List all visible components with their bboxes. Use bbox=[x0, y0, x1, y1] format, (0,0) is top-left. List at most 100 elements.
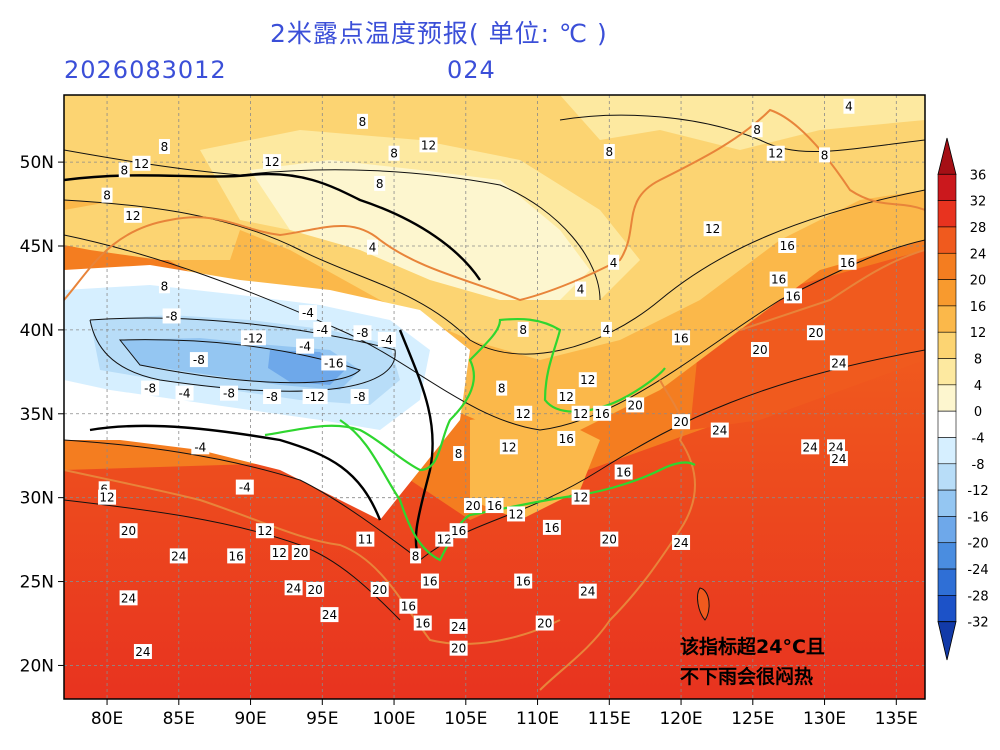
contour-label: 24 bbox=[801, 439, 820, 455]
colorbar-swatch bbox=[937, 174, 957, 201]
contour-label-text: 8 bbox=[120, 164, 128, 178]
contour-label-text: 16 bbox=[840, 256, 855, 270]
contour-label: 8 bbox=[158, 139, 170, 155]
contour-label-text: 12 bbox=[257, 524, 272, 538]
contour-label-bg bbox=[189, 352, 208, 368]
contour-label: 24 bbox=[320, 607, 339, 623]
contour-label: 12 bbox=[557, 389, 576, 404]
contour-label-text: 24 bbox=[712, 424, 727, 438]
contour-label: -8 bbox=[263, 389, 282, 404]
contour-label-text: 12 bbox=[768, 147, 783, 161]
map-frame bbox=[63, 94, 926, 700]
contour-label: -8 bbox=[220, 385, 239, 401]
contour-label-bg bbox=[600, 531, 619, 547]
contour-label-bg bbox=[158, 278, 170, 294]
contour-label-bg bbox=[158, 139, 170, 155]
contour-label: 4 bbox=[608, 254, 620, 270]
contour-label-text: 24 bbox=[831, 356, 846, 370]
contour-label-bg bbox=[370, 581, 389, 597]
colorbar-label: 16 bbox=[970, 300, 987, 315]
annotation-line-1: 该指标超24°C且 bbox=[680, 636, 825, 658]
contour-label-bg bbox=[571, 489, 590, 505]
colorbar-label: -4 bbox=[972, 431, 985, 446]
contour-label-text: 12 bbox=[508, 507, 523, 521]
colorbar-label: -16 bbox=[967, 510, 988, 525]
contour-label-text: 16 bbox=[559, 432, 574, 446]
contour-label-text: -8 bbox=[166, 309, 178, 323]
contour-label-bg bbox=[191, 439, 210, 455]
contour-label-text: 16 bbox=[771, 273, 786, 287]
contour-label-bg bbox=[769, 271, 788, 287]
colorbar-swatch bbox=[937, 542, 957, 570]
contour-label: 20 bbox=[306, 581, 325, 597]
contour-label: 16 bbox=[413, 615, 432, 631]
contour-label-bg bbox=[535, 615, 554, 631]
colorbar-label: 8 bbox=[974, 353, 982, 368]
colorbar-label: -12 bbox=[967, 484, 988, 499]
contour-label: 12 bbox=[703, 221, 722, 237]
contour-label-text: 16 bbox=[673, 331, 688, 345]
contour-label-bg bbox=[600, 321, 612, 337]
contour-label-bg bbox=[302, 389, 328, 404]
contour-label: 6 bbox=[98, 481, 110, 497]
contour-label-bg bbox=[593, 405, 612, 421]
contour-label-bg bbox=[517, 321, 529, 337]
contour-label-bg bbox=[603, 144, 615, 160]
contour-label-text: 20 bbox=[808, 326, 823, 340]
contour-label-bg bbox=[751, 122, 763, 138]
contour-label: 4 bbox=[575, 281, 587, 297]
colorbar-swatch bbox=[937, 489, 957, 517]
contour-label: -8 bbox=[350, 389, 369, 404]
contour-label-text: 16 bbox=[401, 600, 416, 614]
contour-label: 16 bbox=[227, 548, 246, 564]
contour-label-bg bbox=[672, 534, 691, 550]
contour-label: -4 bbox=[191, 439, 210, 455]
contour-label: 4 bbox=[843, 98, 855, 114]
contour-label-text: 16 bbox=[487, 499, 502, 513]
contour-label: 8 bbox=[603, 144, 615, 160]
colorbar-label: -32 bbox=[967, 616, 988, 631]
contour-label-bg bbox=[485, 498, 504, 514]
contour-label-bg bbox=[578, 372, 597, 388]
contour-label-text: 24 bbox=[831, 452, 846, 466]
contour-label-text: 4 bbox=[603, 323, 611, 337]
contour-label-bg bbox=[542, 519, 561, 535]
lon-tick-label: 95E bbox=[306, 709, 338, 729]
contour-label: 11 bbox=[356, 531, 375, 547]
contour-label-bg bbox=[353, 325, 372, 341]
colorbar-swatch bbox=[937, 305, 957, 333]
contour-label-text: 4 bbox=[845, 100, 853, 114]
contour-label-bg bbox=[778, 238, 797, 253]
colorbar-label: 36 bbox=[970, 168, 987, 183]
contour-label-bg bbox=[263, 154, 282, 170]
contour-label-text: 8 bbox=[412, 549, 420, 563]
contour-label-bg bbox=[829, 451, 848, 467]
contour-line bbox=[64, 189, 925, 355]
contour-label-text: 12 bbox=[573, 407, 588, 421]
warm-zone-south bbox=[64, 350, 925, 699]
contour-label: 16 bbox=[542, 519, 561, 535]
contour-label-text: 8 bbox=[376, 177, 384, 191]
contour-label: 12 bbox=[270, 545, 289, 561]
contour-label-bg bbox=[296, 338, 315, 354]
contour-label-text: 24 bbox=[135, 645, 150, 659]
contour-label: 16 bbox=[514, 573, 533, 589]
contour-label-bg bbox=[766, 145, 785, 161]
contour-label-bg bbox=[374, 175, 386, 191]
contour-label-bg bbox=[413, 615, 432, 631]
contour-label: 4 bbox=[367, 239, 379, 255]
contour-label: 12 bbox=[255, 523, 274, 539]
contour-label-text: 12 bbox=[421, 138, 436, 152]
colorbar-top-arrow bbox=[937, 137, 957, 175]
contour-label: 24 bbox=[578, 583, 597, 599]
colorbar-label: 32 bbox=[970, 195, 987, 210]
thick-contour bbox=[89, 424, 382, 521]
contour-label-bg bbox=[119, 523, 138, 539]
contour-label-bg bbox=[614, 464, 633, 480]
contour-label: 8 bbox=[388, 145, 400, 161]
contour-label: 20 bbox=[626, 397, 645, 413]
contour-label: 12 bbox=[419, 137, 438, 153]
contour-label-text: 8 bbox=[161, 140, 169, 154]
